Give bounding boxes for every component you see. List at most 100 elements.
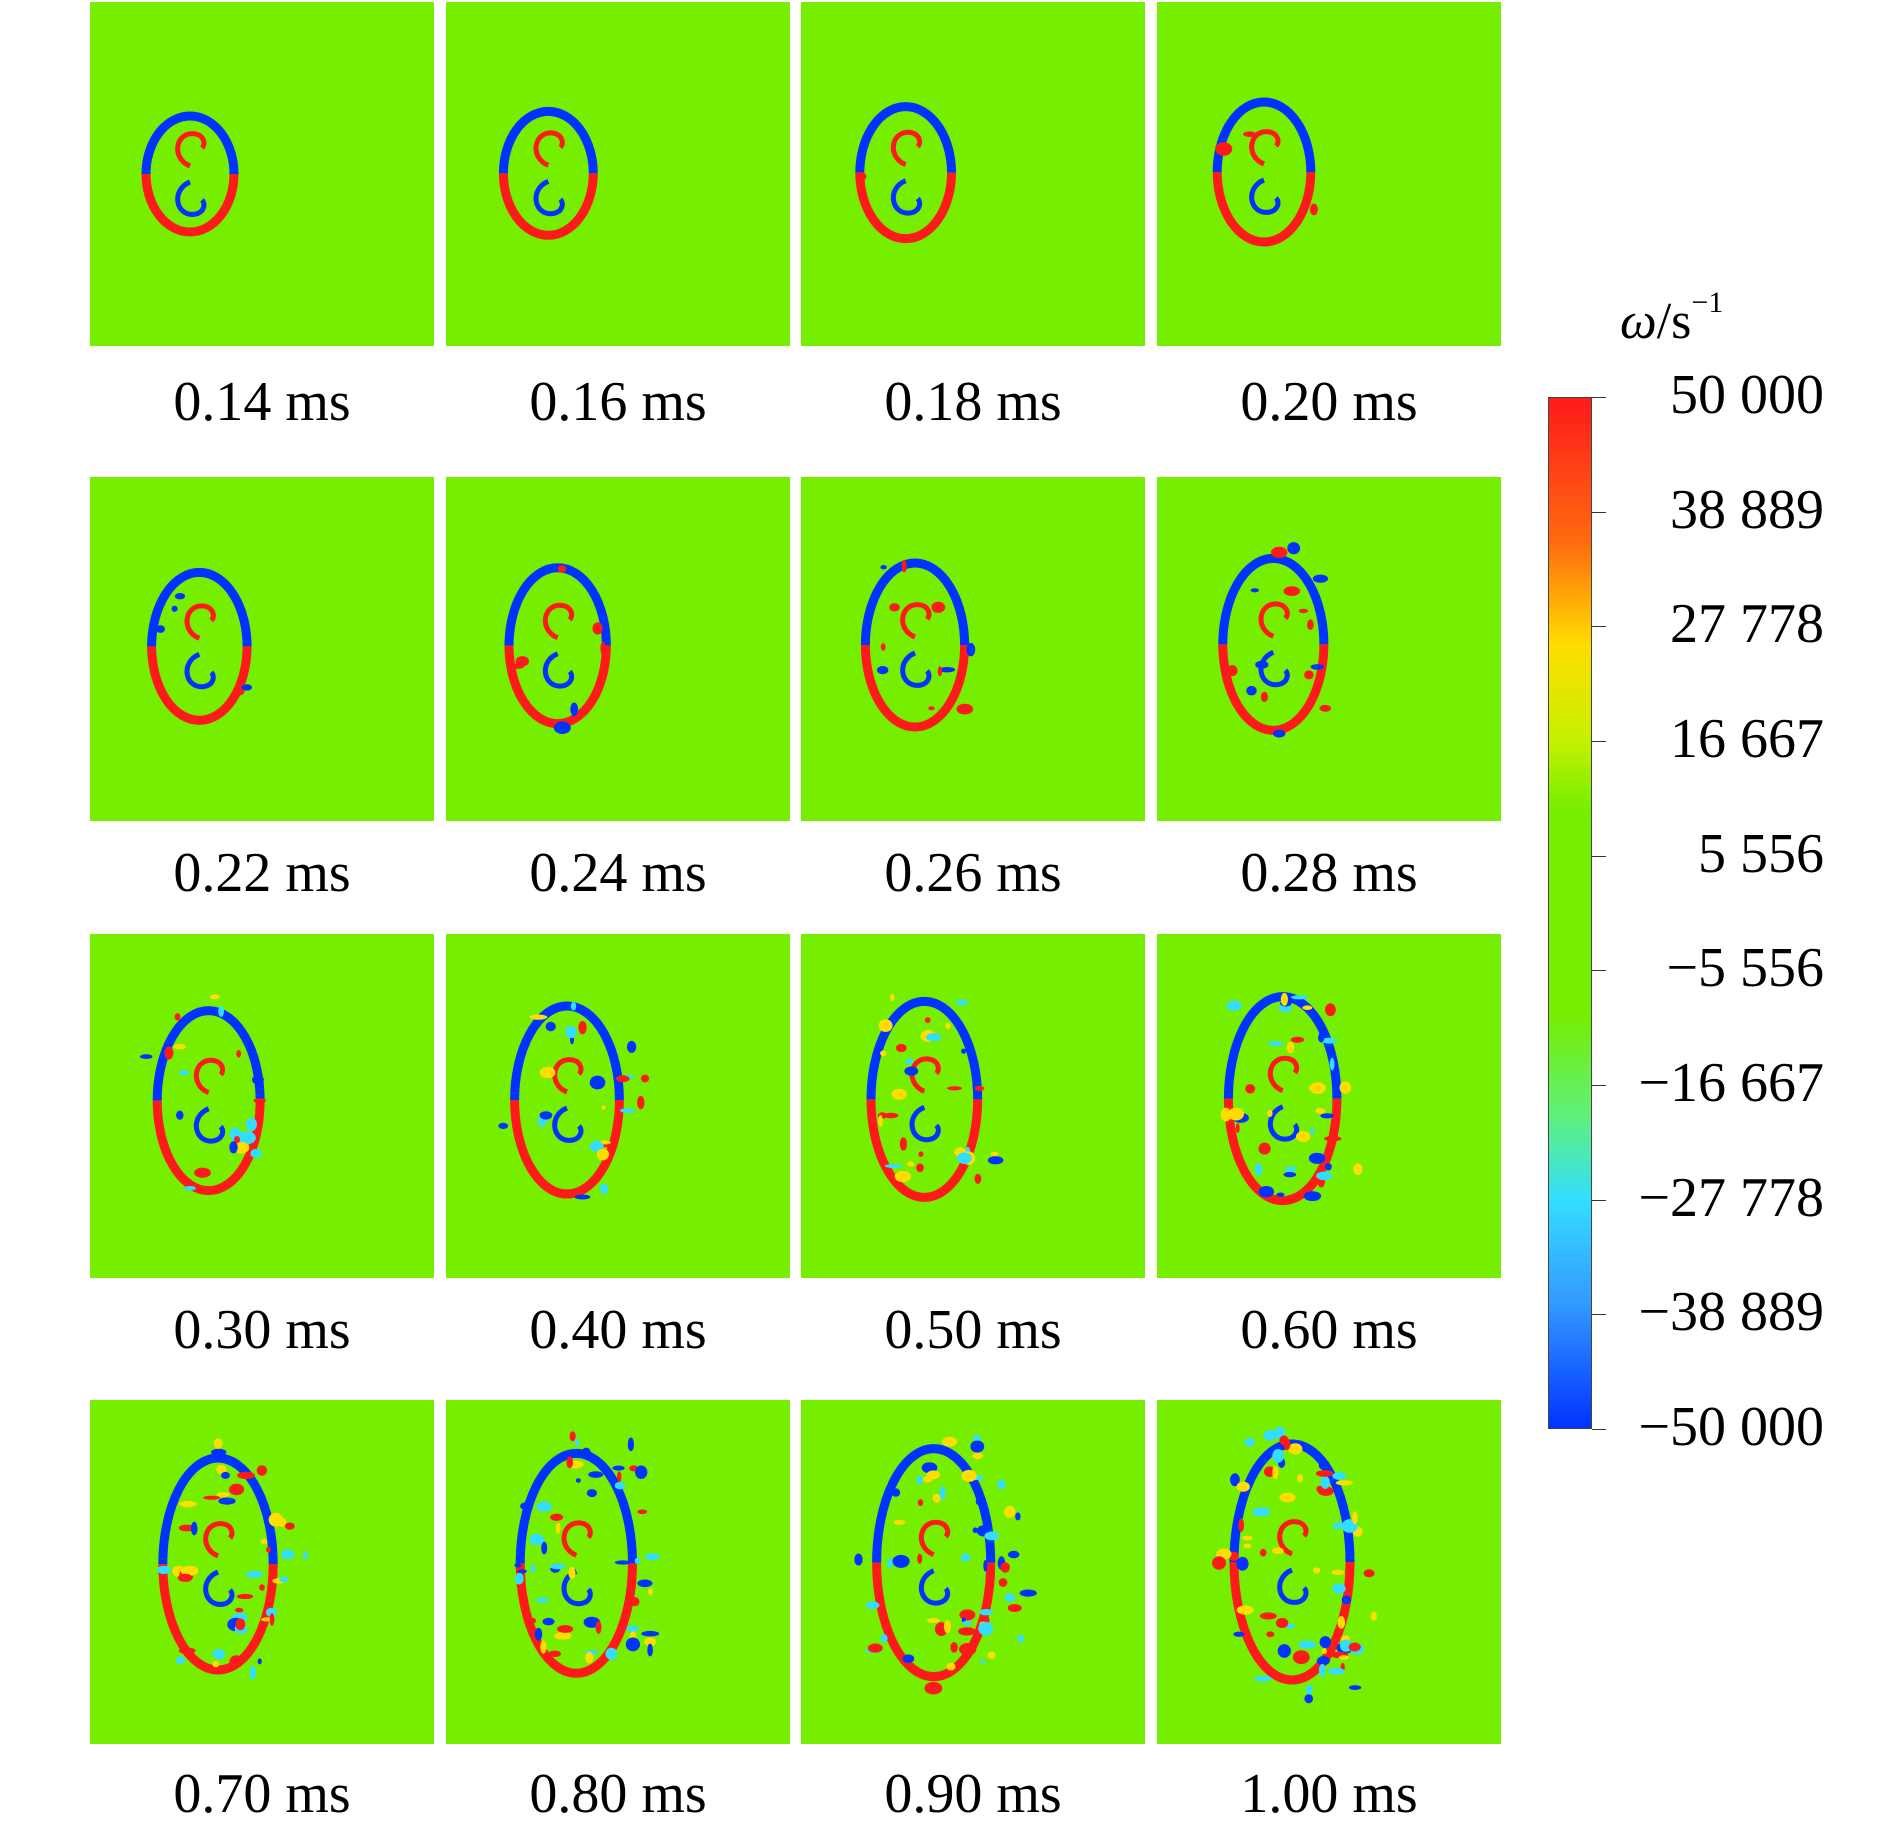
colorbar-tick-label: −5 556 — [1666, 937, 1824, 1000]
vortex-fragment — [178, 1524, 195, 1532]
vortex-fragment — [641, 1630, 660, 1637]
colorbar-unit: /s — [1656, 293, 1692, 350]
vortex-fragment — [637, 1579, 653, 1588]
vortex-fragment — [927, 1618, 940, 1623]
vortex-fragment — [1279, 1435, 1289, 1446]
vortex-fragment — [1272, 1547, 1284, 1554]
vortex-fragment — [595, 1620, 602, 1634]
vortex-fragment — [979, 1609, 993, 1616]
inner-negative-filament — [193, 1106, 226, 1144]
vortex-fragment — [637, 1095, 645, 1110]
vortex-fragment — [284, 1522, 295, 1530]
vortex-fragment — [1331, 1569, 1345, 1575]
inner-negative-filament — [890, 178, 923, 216]
colorbar-tick — [1592, 1085, 1606, 1086]
vortex-fragment — [1236, 1605, 1254, 1615]
vortex-fragment — [1250, 588, 1259, 593]
vortex-fragment — [950, 1642, 958, 1653]
vortex-fragment — [625, 1637, 640, 1652]
colorbar-tick — [1592, 1199, 1606, 1201]
inner-negative-filament — [175, 179, 207, 217]
vortex-fragment — [1258, 1186, 1274, 1198]
vortex-fragment — [1324, 1135, 1342, 1142]
colorbar-title: ω/s−1 — [1620, 288, 1723, 348]
vortex-structure — [157, 1438, 308, 1680]
vortex-fragment — [1325, 1003, 1336, 1017]
negative-vorticity-arc — [504, 563, 611, 646]
vortex-fragment — [1275, 1617, 1289, 1629]
vorticity-panel — [90, 1400, 434, 1744]
vortex-fragment — [924, 1681, 943, 1695]
vortex-fragment — [1254, 1675, 1272, 1682]
vorticity-panel — [446, 477, 790, 821]
vortex-fragment — [1320, 1475, 1330, 1489]
negative-vorticity-arc — [855, 102, 957, 173]
vortex-fragment — [997, 1480, 1006, 1490]
vortex-fragment — [229, 1655, 244, 1668]
vortex-fragment — [1328, 1667, 1345, 1675]
vortex-structure — [498, 1001, 650, 1200]
vortex-fragment — [259, 1584, 265, 1591]
inner-negative-filament — [1258, 650, 1290, 688]
vortex-fragment — [1236, 1556, 1249, 1571]
inner-negative-filament — [561, 1569, 593, 1607]
panel-time-label: 0.24 ms — [529, 842, 707, 904]
vortex-fragment — [1341, 1595, 1352, 1605]
vortex-fragment — [626, 1625, 640, 1632]
vortex-fragment — [581, 1183, 590, 1192]
vortex-fragment — [245, 1571, 264, 1578]
inner-positive-filament — [1249, 129, 1281, 167]
negative-vorticity-arc — [1218, 553, 1329, 645]
colorbar-tick-label: −16 667 — [1638, 1052, 1824, 1114]
vortex-fragment — [175, 1656, 186, 1664]
positive-vorticity-arc — [510, 1099, 624, 1199]
positive-vorticity-arc — [866, 1099, 983, 1202]
vortex-fragment — [520, 1502, 532, 1510]
positive-vorticity-arc — [515, 1563, 637, 1678]
vortex-fragment — [534, 1627, 543, 1641]
vortex-fragment — [177, 1573, 193, 1582]
positive-vorticity-arc — [1223, 1098, 1342, 1205]
vortex-fragment — [1329, 1057, 1335, 1071]
colorbar-gradient — [1548, 397, 1592, 1429]
vortex-fragment — [880, 1634, 888, 1643]
vortex-fragment — [932, 1493, 941, 1503]
vortex-fragment — [212, 1648, 226, 1660]
vortex-fragment — [1318, 1459, 1330, 1471]
vorticity-panel — [446, 934, 790, 1278]
colorbar-tick-label: 5 556 — [1698, 822, 1824, 885]
panel-time-label: 0.40 ms — [529, 1299, 707, 1361]
vortex-structure — [866, 993, 1004, 1202]
vortex-fragment — [990, 1151, 999, 1157]
inner-negative-filament — [1267, 1104, 1300, 1142]
negative-vorticity-arc — [866, 996, 983, 1100]
vortex-fragment — [554, 1632, 572, 1640]
inner-negative-filament — [542, 651, 575, 689]
vortex-fragment — [1235, 1123, 1240, 1134]
positive-vorticity-arc — [1218, 644, 1329, 735]
vortex-fragment — [545, 1021, 556, 1032]
vortex-fragment — [1309, 1082, 1326, 1094]
vortex-fragment — [235, 1607, 244, 1613]
vortex-fragment — [514, 1572, 524, 1585]
vortex-fragment — [939, 667, 955, 673]
vortex-fragment — [1273, 729, 1286, 738]
vorticity-panel — [1157, 934, 1501, 1278]
vortex-fragment — [600, 641, 606, 656]
vortex-fragment — [171, 605, 178, 612]
vortex-fragment — [958, 1627, 976, 1636]
vortex-fragment — [854, 1553, 863, 1566]
vortex-fragment — [918, 1151, 924, 1157]
vortex-fragment — [178, 1647, 196, 1654]
vortex-fragment — [1241, 1535, 1253, 1541]
vortex-fragment — [514, 1562, 522, 1568]
vortex-fragment — [975, 1497, 980, 1505]
vortex-fragment — [235, 1618, 246, 1631]
vortex-fragment — [634, 1557, 641, 1564]
vortex-fragment — [1345, 1566, 1351, 1576]
vortex-fragment — [1349, 1685, 1362, 1690]
negative-vorticity-arc — [515, 1448, 637, 1564]
vortex-fragment — [1230, 1473, 1240, 1487]
vortex-fragment — [550, 1513, 564, 1521]
vortex-fragment — [1321, 1648, 1327, 1655]
